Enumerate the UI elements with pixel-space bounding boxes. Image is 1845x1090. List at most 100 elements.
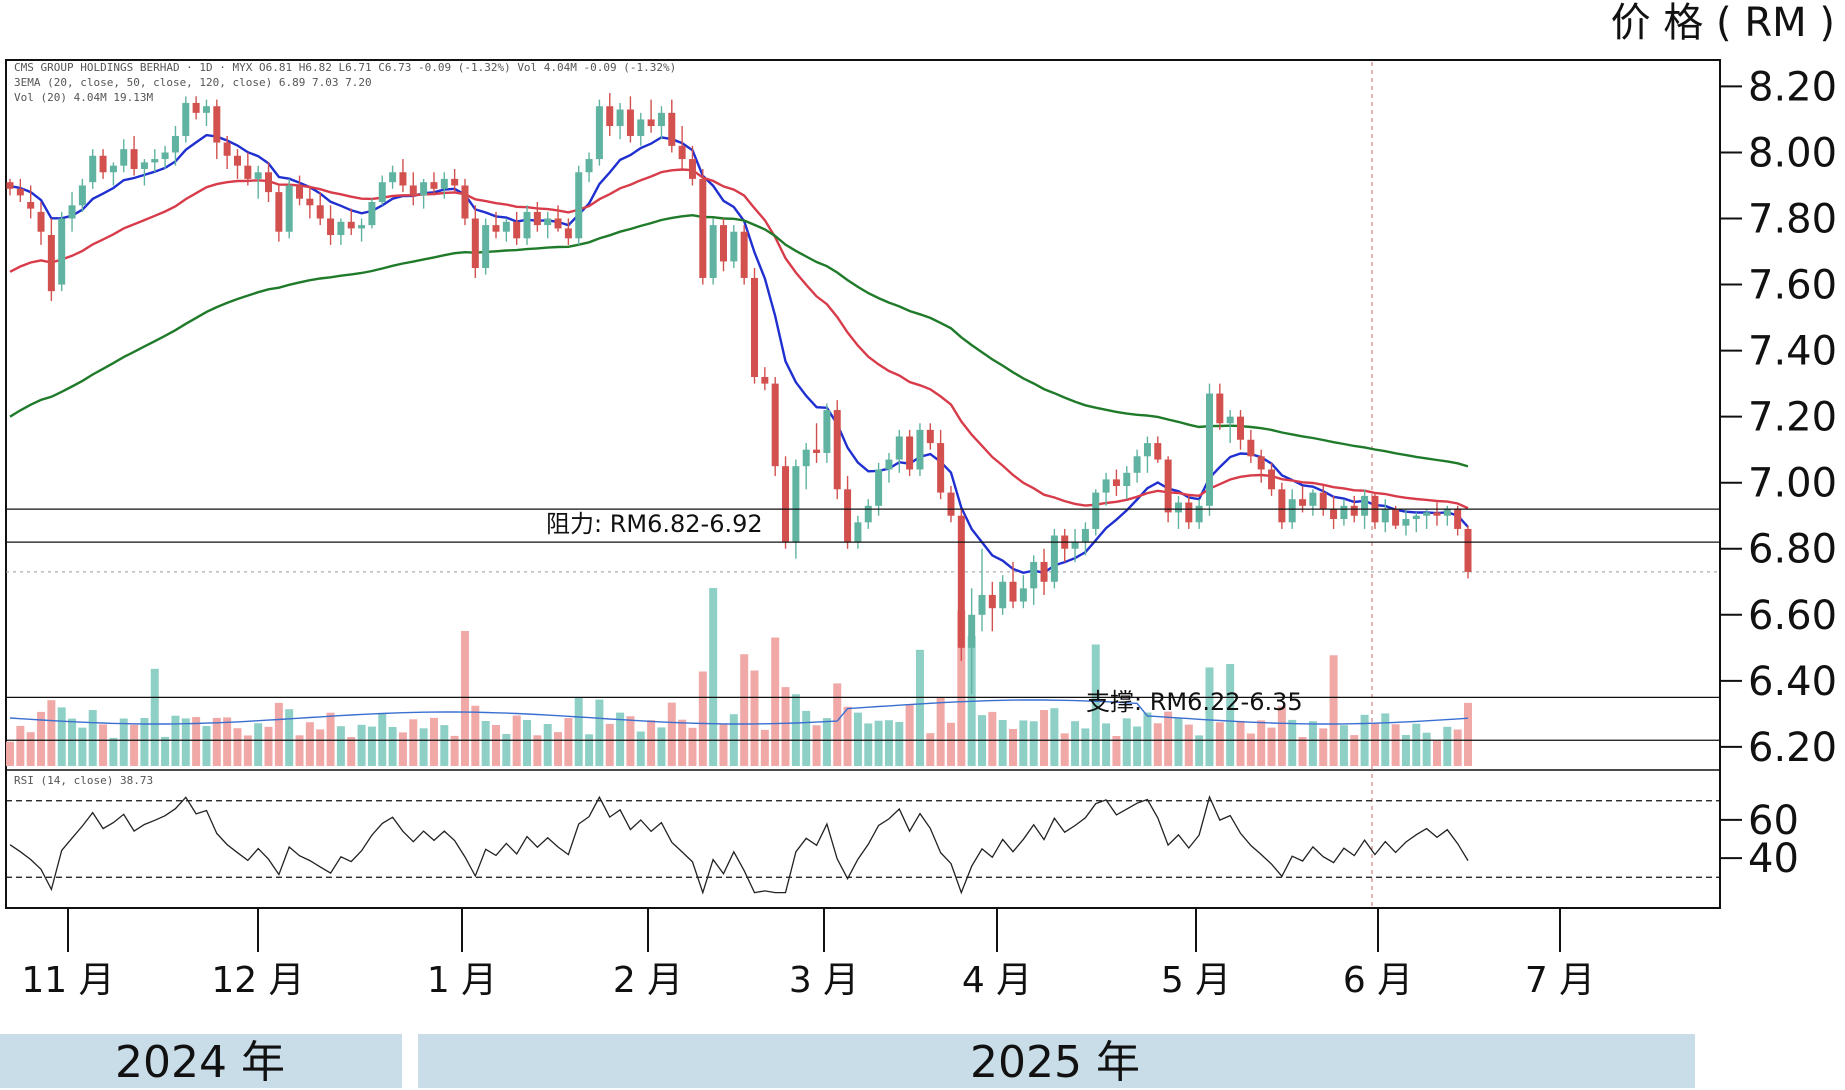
volume-bar (1453, 729, 1462, 766)
candle-body (337, 221, 345, 236)
candle-body (358, 225, 366, 229)
candle-body (926, 429, 934, 444)
candle-body (1102, 479, 1110, 493)
volume-bar (998, 720, 1007, 766)
candle-body (1454, 509, 1462, 529)
candle-body (761, 377, 769, 384)
x-tick-label: 6 月 (1343, 960, 1413, 1001)
candle-body (378, 182, 386, 202)
x-tick-label: 2 月 (613, 960, 683, 1001)
candle-body (233, 155, 241, 166)
volume-bar (740, 654, 749, 766)
y-tick-label: 6.40 (1748, 659, 1837, 705)
year-label-2025: 2025 年 (970, 1037, 1140, 1088)
candle-body (1009, 581, 1017, 602)
volume-bar (585, 734, 594, 766)
candle-body (130, 149, 138, 169)
year-label-2024: 2024 年 (115, 1037, 285, 1088)
volume-bar (99, 724, 108, 766)
volume-bar (471, 705, 480, 766)
candle-body (1205, 393, 1213, 506)
volume-bar (388, 727, 397, 766)
volume-bar (68, 718, 77, 766)
y-tick-label: 6.20 (1748, 725, 1837, 771)
volume-bar (946, 722, 955, 766)
volume-bar (316, 729, 325, 766)
candle-body (120, 149, 128, 166)
price-unit-title: 价 格 ( RM ) (1611, 0, 1835, 46)
volume-bar (1288, 719, 1297, 766)
candle-body (533, 211, 541, 226)
volume-bar (150, 668, 159, 766)
y-tick-label: 7.20 (1748, 395, 1837, 441)
candle-body (895, 436, 903, 460)
candle-body (461, 185, 469, 219)
candle-body (1164, 459, 1172, 513)
ema50-line (9, 168, 1469, 510)
candle-body (58, 218, 66, 285)
volume-bar (140, 718, 149, 766)
candle-body (37, 211, 45, 232)
candle-body (864, 505, 872, 523)
candle-body (626, 109, 634, 136)
volume-bar (347, 737, 356, 766)
candle-body (16, 188, 24, 196)
y-axis: 8.20 8.00 7.80 7.60 7.40 7.20 7.00 6.80 6.60 6.40… (1720, 64, 1837, 882)
year-band-2025 (418, 1034, 1695, 1088)
volume-bar (450, 735, 459, 766)
y-tick-label: 8.20 (1748, 64, 1837, 110)
volume-bar (398, 732, 407, 766)
candle-body (1257, 456, 1265, 470)
volume-bar (1195, 735, 1204, 766)
candle-body (1226, 416, 1234, 424)
candle-body (1030, 561, 1038, 589)
volume-bar (595, 699, 604, 766)
volume-bar (295, 735, 304, 766)
volume-bar (781, 687, 790, 766)
volume-bar (223, 717, 232, 766)
volume-bar (88, 710, 97, 766)
volume-bar (1081, 728, 1090, 766)
y-tick-label: 7.40 (1748, 329, 1837, 375)
candle-body (151, 159, 159, 163)
candle-body (213, 106, 221, 143)
candle-body (1278, 489, 1286, 523)
candle-body (1350, 505, 1358, 516)
volume-bar (254, 723, 263, 766)
candle-body (27, 202, 35, 209)
plot-frame (5, 59, 1721, 909)
candle-body (306, 198, 314, 206)
rsi-line (9, 794, 1469, 895)
candle-body (68, 205, 76, 219)
candle-body (1464, 528, 1472, 572)
volume-bar (1050, 708, 1059, 766)
ema-lines (9, 133, 1469, 575)
candle-body (544, 218, 552, 226)
candle-body (595, 106, 603, 160)
candle-body (833, 410, 841, 490)
volume-bar (1401, 735, 1410, 766)
volume-bar (1071, 721, 1080, 766)
x-tick-label: 5 月 (1161, 960, 1231, 1001)
candle-body (688, 159, 696, 179)
candle-body (109, 165, 117, 173)
candle-body (399, 172, 407, 186)
volume-bar (440, 725, 449, 766)
candle-body (916, 429, 924, 470)
candle-body (430, 182, 438, 189)
volume-bar (647, 720, 656, 766)
y-tick-label: 8.00 (1748, 130, 1837, 176)
candle-body (78, 185, 86, 206)
volume-average-line (9, 699, 1469, 725)
volume-bar (626, 716, 635, 766)
candle-body (275, 192, 283, 232)
volume-bar (57, 707, 66, 766)
candle-body (140, 162, 148, 169)
volume-bar (109, 737, 118, 766)
candle-body (440, 178, 448, 189)
x-tick-label: 11 月 (21, 960, 114, 1001)
volume-bar (502, 734, 511, 766)
candle-body (678, 145, 686, 160)
candle-body (6, 182, 14, 189)
candle-body (1361, 495, 1369, 516)
